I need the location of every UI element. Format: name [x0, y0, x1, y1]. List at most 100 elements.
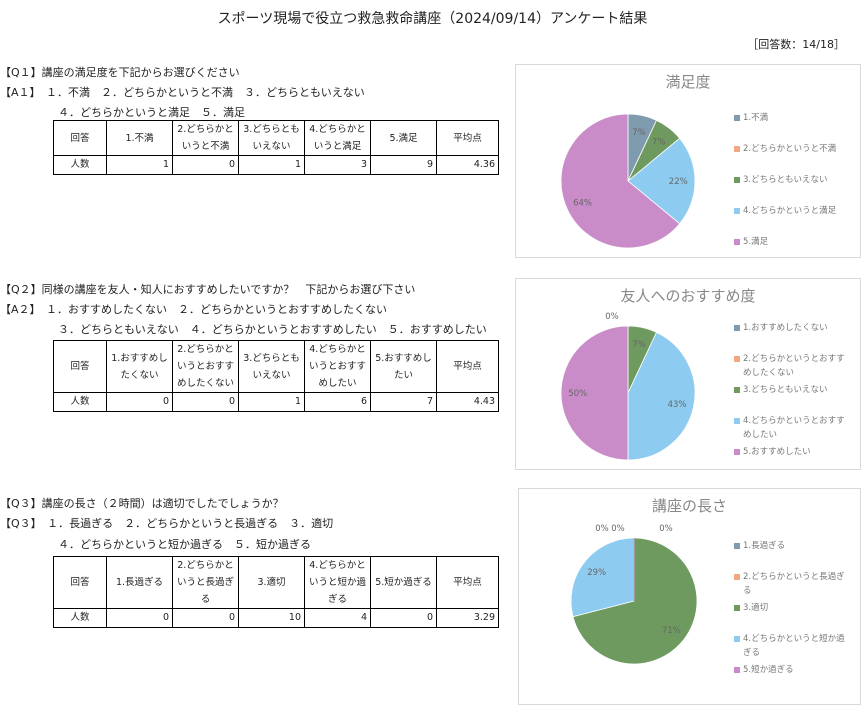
count-cell: 0 [172, 392, 239, 412]
table-head: 回答 1.おすすめしたくない 2.どちらかというとおすすめしたくない 3.どちらともい… [53, 340, 499, 393]
count-cell: 10 [238, 608, 305, 628]
row-label: 人数 [53, 155, 107, 175]
legend-label: 1.おすすめしたくない [743, 323, 828, 333]
slice-label: 7% [632, 340, 646, 350]
slice-label: 0% [659, 524, 673, 534]
legend-swatch [734, 115, 740, 121]
legend-swatch [734, 208, 740, 214]
legend-swatch [734, 574, 740, 580]
header-row: 回答 1.長過ぎる 2.どちらかというと長過ぎる 3.適切 4.どちらかというと短か過ぎ… [53, 556, 499, 609]
legend-item: 2.どちらかというと不満 [734, 142, 851, 156]
chart-box: 講座の長さ 0% 0% 71% 29% 0% 1.長過ぎる 2.どちらかというと長過ぎる 3.適… [518, 488, 861, 705]
survey-table: 回答 1.おすすめしたくない 2.どちらかというとおすすめしたくない 3.どちらともい… [53, 340, 499, 412]
average-cell: 3.29 [436, 608, 499, 628]
count-cell: 4 [304, 608, 371, 628]
header-cell: 2.どちらかというと長過ぎる [172, 556, 239, 609]
legend-swatch [734, 667, 740, 673]
header-cell: 4.どちらかというと満足 [304, 120, 371, 156]
legend-item: 5.短か過ぎる [734, 663, 851, 677]
chart-title: 満足度 [665, 73, 710, 91]
count-cell: 6 [304, 392, 371, 412]
data-row: 人数 1 0 1 3 9 4.36 [53, 155, 499, 175]
count-cell: 1 [238, 155, 305, 175]
row-label: 人数 [53, 608, 107, 628]
count-cell: 7 [370, 392, 437, 412]
header-cell: 5.満足 [370, 120, 437, 156]
legend-item: 5.満足 [734, 235, 851, 249]
pie-chart: 満足度 7% 7% 22% 64% [560, 73, 711, 249]
legend-item: 1.おすすめしたくない [734, 321, 851, 335]
legend-swatch [734, 239, 740, 245]
survey-table: 回答 1.不満 2.どちらかというと不満 3.どちらともいえない 4.どちらかというと満… [53, 120, 499, 175]
header-cell: 5.短か過ぎる [370, 556, 437, 609]
legend-label: 3.どちらともいえない [743, 175, 828, 185]
legend-item: 4.どちらかというと短か過ぎる [734, 632, 851, 660]
answer-line: 【Q３】 １．長過ぎる ２．どちらかというと長過ぎる ３．適切 [0, 517, 334, 530]
data-row: 人数 0 0 10 4 0 3.29 [53, 608, 499, 628]
slice-label: 7% [652, 137, 666, 147]
legend-label: 2.どちらかというと不満 [743, 144, 837, 154]
header-cell: 1.不満 [106, 120, 173, 156]
legend-swatch [734, 543, 740, 549]
slice-label: 50% [568, 389, 587, 399]
pie-slice [627, 137, 696, 225]
legend-item: 3.どちらともいえない [734, 173, 851, 187]
slice-label: 0% [611, 524, 625, 534]
page-title: スポーツ現場で役立つ救急救命講座（2024/09/14）アンケート結果 [217, 11, 648, 27]
legend-swatch [734, 449, 740, 455]
question: 【Q３】講座の長さ（２時間）は適切でしたでしょうか？ [0, 497, 284, 510]
count-cell: 0 [172, 155, 239, 175]
slice-label: 43% [668, 400, 687, 410]
legend-label: 1.不満 [743, 113, 769, 123]
chart-box: 満足度 7% 7% 22% 64% 1.不満 2.どちらかというと不満 3.どちらともいえない… [515, 64, 861, 258]
table-head: 回答 1.長過ぎる 2.どちらかというと長過ぎる 3.適切 4.どちらかというと短か過ぎ… [53, 556, 499, 609]
survey-table: 回答 1.長過ぎる 2.どちらかというと長過ぎる 3.適切 4.どちらかというと短か過ぎ… [53, 556, 499, 628]
header-cell: 3.適切 [238, 556, 305, 609]
header-cell: 1.おすすめしたくない [106, 340, 173, 393]
legend-label: 4.どちらかというと満足 [743, 206, 837, 216]
count-cell: 0 [106, 392, 173, 412]
header-row: 回答 1.おすすめしたくない 2.どちらかというとおすすめしたくない 3.どちらともい… [53, 340, 499, 393]
data-row: 人数 0 0 1 6 7 4.43 [53, 392, 499, 412]
slice-label: 22% [669, 177, 688, 187]
header-cell: 回答 [53, 556, 107, 609]
legend-swatch [734, 636, 740, 642]
slice-label: 0% [595, 524, 609, 534]
legend-swatch [734, 605, 740, 611]
answer-line: 【A１】 １．不満 ２．どちらかというと不満 ３．どちらともいえない [0, 86, 365, 99]
count-cell: 3 [304, 155, 371, 175]
legend-item: 4.どちらかというとおすすめしたい [734, 414, 851, 442]
legend-item: 4.どちらかというと満足 [734, 204, 851, 218]
header-cell: 回答 [53, 340, 107, 393]
header-cell: 2.どちらかというと不満 [172, 120, 239, 156]
question: 【Q１】講座の満足度を下記からお選びください [0, 66, 240, 79]
header-cell: 4.どちらかというと短か過ぎる [304, 556, 371, 609]
header-cell: 3.どちらともいえない [238, 340, 305, 393]
pie-slice [572, 537, 698, 665]
header-cell: 平均点 [436, 120, 499, 156]
pie-slice [570, 537, 635, 618]
legend-swatch [734, 325, 740, 331]
count-cell: 1 [238, 392, 305, 412]
legend-item: 2.どちらかというと長過ぎる [734, 570, 851, 598]
header-cell: 4.どちらかというとおすすめしたい [304, 340, 371, 393]
slice-label: 0% [605, 312, 619, 322]
legend-swatch [734, 146, 740, 152]
legend-item: 5.おすすめしたい [734, 445, 851, 459]
pie-slice [560, 113, 681, 249]
question: 【Q２】同様の講座を友人・知人におすすめしたいですか？ 下記からお選び下さい [0, 283, 416, 296]
legend-item: 3.適切 [734, 601, 851, 615]
legend-item: 1.不満 [734, 111, 851, 125]
table-body: 人数 0 0 10 4 0 3.29 [53, 608, 499, 628]
header-cell: 5.おすすめしたい [370, 340, 437, 393]
table-body: 人数 0 0 1 6 7 4.43 [53, 392, 499, 412]
count-cell: 0 [106, 608, 173, 628]
header-row: 回答 1.不満 2.どちらかというと不満 3.どちらともいえない 4.どちらかというと満… [53, 120, 499, 156]
header-cell: 回答 [53, 120, 107, 156]
average-cell: 4.43 [436, 392, 499, 412]
header-cell: 2.どちらかというとおすすめしたくない [172, 340, 239, 393]
legend-label: 1.長過ぎる [743, 541, 786, 551]
